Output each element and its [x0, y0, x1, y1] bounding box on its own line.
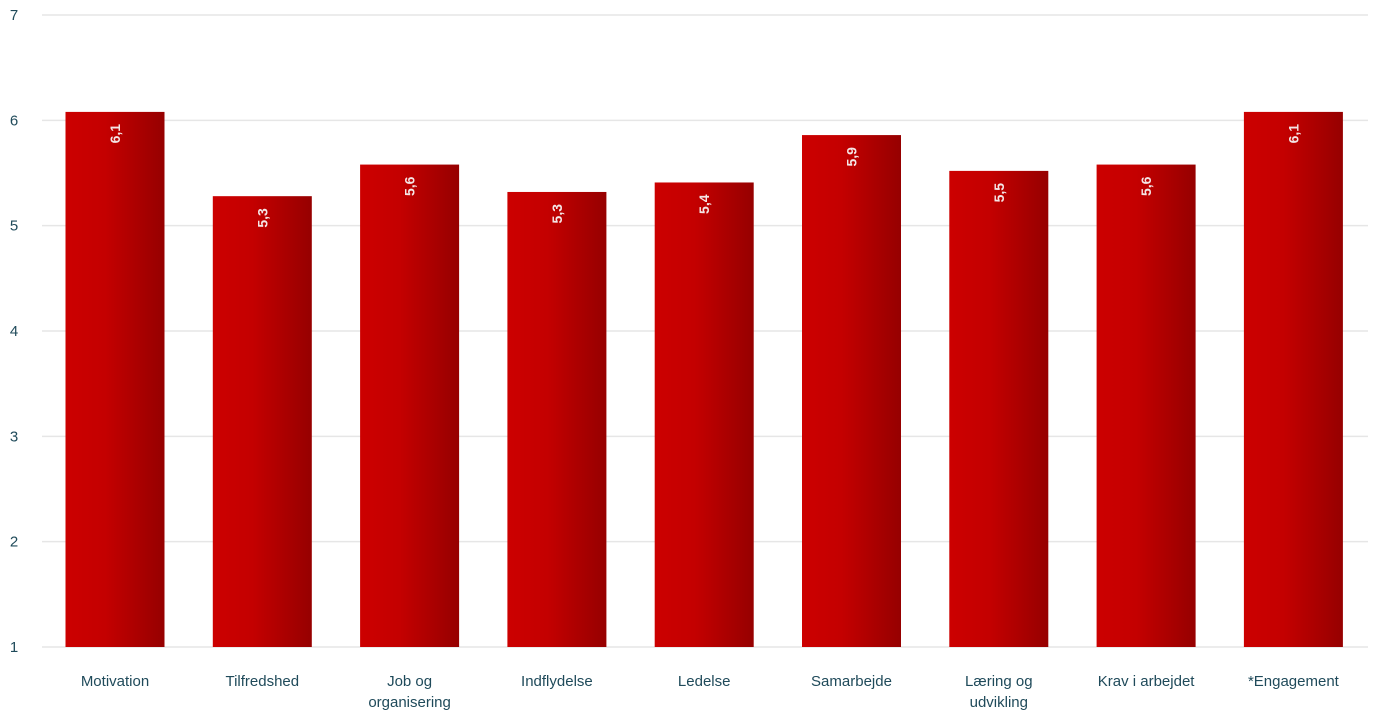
bar — [1243, 111, 1343, 647]
data-label: 5,5 — [991, 183, 1007, 203]
data-label: 5,3 — [254, 208, 270, 228]
bar — [949, 170, 1049, 648]
x-tick-label: Indflydelse — [521, 673, 593, 690]
y-tick-label: 6 — [10, 112, 18, 129]
data-label: 6,1 — [1285, 124, 1301, 144]
bar — [212, 196, 312, 647]
data-label: 5,4 — [696, 194, 712, 214]
x-tick-label: Ledelse — [678, 673, 731, 690]
y-tick-label: 4 — [10, 323, 18, 340]
data-label: 6,1 — [107, 124, 123, 144]
data-label: 5,9 — [844, 147, 860, 167]
x-tick-label: Tilfredshed — [225, 673, 299, 690]
y-tick-label: 5 — [10, 218, 18, 235]
y-axis: 1 2 3 4 5 6 7 — [10, 7, 18, 656]
bar — [507, 191, 607, 647]
x-tick-label: Krav i arbejdet — [1098, 673, 1196, 690]
y-tick-label: 1 — [10, 639, 18, 656]
y-tick-label: 7 — [10, 7, 18, 24]
y-tick-label: 3 — [10, 428, 18, 445]
x-tick-label: Læring og udvikling — [965, 673, 1033, 711]
bar — [65, 111, 165, 647]
data-label: 5,6 — [402, 176, 418, 196]
x-axis: Motivation Tilfredshed Job og organisering I… — [81, 673, 1340, 711]
bar — [802, 135, 901, 647]
bar — [360, 164, 460, 647]
bars: 6,1 5,3 5,6 5,3 5,4 5,9 5,5 5,6 6,1 — [65, 111, 1343, 648]
data-label: 5,6 — [1138, 176, 1154, 196]
bar — [654, 182, 754, 648]
y-tick-label: 2 — [10, 534, 18, 551]
x-tick-label: Motivation — [81, 673, 149, 690]
x-tick-label: Samarbejde — [811, 673, 892, 690]
data-label: 5,3 — [549, 204, 565, 224]
x-tick-label: *Engagement — [1248, 673, 1340, 690]
x-tick-label: Job og organisering — [368, 673, 451, 711]
bar — [1096, 164, 1196, 647]
